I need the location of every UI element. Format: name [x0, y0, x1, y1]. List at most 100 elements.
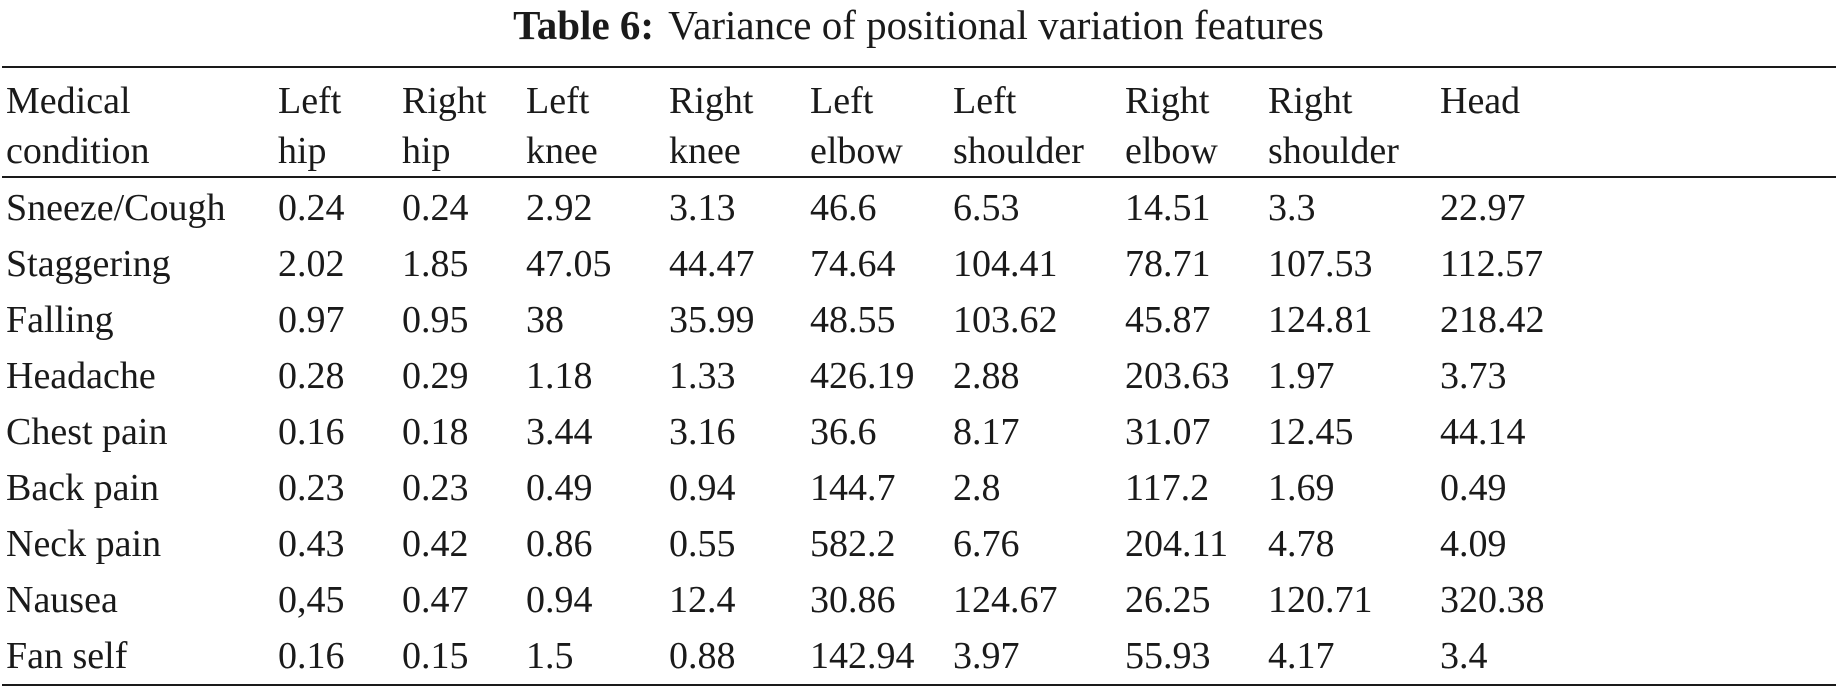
- value-cell: 1.85: [402, 243, 469, 285]
- table-caption-label: Table 6:: [513, 2, 655, 48]
- value-cell: 117.2: [1125, 467, 1210, 509]
- value-cell: 0,45: [278, 579, 345, 621]
- value-cell: 2.88: [953, 355, 1020, 397]
- column-header-line1: Left: [278, 80, 342, 122]
- table-row: Falling 0.97 0.95 38 35.99 48.55 103.62 45.87 12…: [2, 292, 1836, 348]
- value-cell: 2.02: [278, 243, 345, 285]
- value-cell: 74.64: [810, 243, 896, 285]
- value-cell: 0.23: [402, 467, 469, 509]
- value-cell: 1.69: [1268, 467, 1335, 509]
- table-row: Sneeze/Cough 0.24 0.24 2.92 3.13 46.6 6.53 14.5…: [2, 177, 1836, 236]
- value-cell: 0.16: [278, 411, 345, 453]
- condition-cell: Nausea: [6, 579, 118, 621]
- table-row: Chest pain 0.16 0.18 3.44 3.16 36.6 8.17 31.07 1…: [2, 404, 1836, 460]
- column-header-line1: Right: [402, 80, 487, 122]
- column-header-line2: condition: [6, 130, 150, 172]
- value-cell: 35.99: [669, 299, 755, 341]
- value-cell: 142.94: [810, 635, 915, 677]
- column-header: Medical condition: [2, 67, 274, 177]
- table-row: Fan self 0.16 0.15 1.5 0.88 142.94 3.97 55.93 4.…: [2, 628, 1836, 685]
- column-header: Left shoulder: [949, 67, 1121, 177]
- value-cell: 14.51: [1125, 187, 1211, 229]
- value-cell: 0.49: [526, 467, 593, 509]
- value-cell: 0.86: [526, 523, 593, 565]
- column-header-line2: hip: [278, 130, 327, 172]
- column-header-line2: shoulder: [1268, 130, 1399, 172]
- value-cell: 0.24: [402, 187, 469, 229]
- value-cell: 0.49: [1440, 467, 1507, 509]
- table-row: Nausea 0,45 0.47 0.94 12.4 30.86 124.67 26.25 12…: [2, 572, 1836, 628]
- condition-cell: Back pain: [6, 467, 160, 509]
- column-header: Right knee: [665, 67, 806, 177]
- value-cell: 0.94: [669, 467, 736, 509]
- value-cell: 3.16: [669, 411, 736, 453]
- value-cell: 120.71: [1268, 579, 1373, 621]
- condition-cell: Falling: [6, 299, 114, 341]
- value-cell: 0.16: [278, 635, 345, 677]
- value-cell: 3.3: [1268, 187, 1316, 229]
- column-header-line1: Right: [1268, 80, 1353, 122]
- column-header-line1: Right: [669, 80, 754, 122]
- table-row: Back pain 0.23 0.23 0.49 0.94 144.7 2.8 117.2 1.…: [2, 460, 1836, 516]
- value-cell: 1.18: [526, 355, 593, 397]
- value-cell: 55.93: [1125, 635, 1211, 677]
- value-cell: 1.33: [669, 355, 736, 397]
- value-cell: 320.38: [1440, 579, 1545, 621]
- column-header-line2: knee: [669, 130, 741, 172]
- value-cell: 1.5: [526, 635, 574, 677]
- value-cell: 4.78: [1268, 523, 1335, 565]
- value-cell: 4.09: [1440, 523, 1507, 565]
- value-cell: 3.13: [669, 187, 736, 229]
- column-header: Right elbow: [1121, 67, 1264, 177]
- condition-cell: Neck pain: [6, 523, 162, 565]
- value-cell: 107.53: [1268, 243, 1373, 285]
- column-header-line2: elbow: [810, 130, 903, 172]
- table-row: Staggering 2.02 1.85 47.05 44.47 74.64 104.41 7…: [2, 236, 1836, 292]
- value-cell: 3.73: [1440, 355, 1507, 397]
- value-cell: 124.81: [1268, 299, 1373, 341]
- column-header-line1: Left: [810, 80, 874, 122]
- condition-cell: Staggering: [6, 243, 171, 285]
- value-cell: 0.29: [402, 355, 469, 397]
- value-cell: 426.19: [810, 355, 915, 397]
- value-cell: 218.42: [1440, 299, 1545, 341]
- value-cell: 0.18: [402, 411, 469, 453]
- value-cell: 44.14: [1440, 411, 1526, 453]
- table-row: Headache 0.28 0.29 1.18 1.33 426.19 2.88 203.63…: [2, 348, 1836, 404]
- condition-cell: Headache: [6, 355, 156, 397]
- value-cell: 6.76: [953, 523, 1020, 565]
- value-cell: 0.47: [402, 579, 469, 621]
- table-caption: Table 6: Variance of positional variation…: [0, 0, 1837, 58]
- condition-cell: Chest pain: [6, 411, 168, 453]
- value-cell: 4.17: [1268, 635, 1335, 677]
- condition-cell: Fan self: [6, 635, 128, 677]
- value-cell: 3.97: [953, 635, 1020, 677]
- value-cell: 203.63: [1125, 355, 1230, 397]
- table-header-row: Medical condition Left hip Right hip Left knee R…: [2, 67, 1836, 177]
- column-header: Left hip: [274, 67, 398, 177]
- value-cell: 0.15: [402, 635, 469, 677]
- value-cell: 22.97: [1440, 187, 1526, 229]
- value-cell: 47.05: [526, 243, 612, 285]
- value-cell: 144.7: [810, 467, 896, 509]
- value-cell: 36.6: [810, 411, 877, 453]
- value-cell: 0.28: [278, 355, 345, 397]
- value-cell: 2.8: [953, 467, 1001, 509]
- value-cell: 0.24: [278, 187, 345, 229]
- value-cell: 78.71: [1125, 243, 1211, 285]
- value-cell: 12.4: [669, 579, 736, 621]
- column-header-line1: Right: [1125, 80, 1210, 122]
- column-header: Left knee: [522, 67, 665, 177]
- value-cell: 12.45: [1268, 411, 1354, 453]
- value-cell: 103.62: [953, 299, 1058, 341]
- value-cell: 0.55: [669, 523, 736, 565]
- column-header-line2: hip: [402, 130, 451, 172]
- variance-table: Medical condition Left hip Right hip Left knee R…: [2, 66, 1836, 686]
- table-caption-text: Variance of positional variation feature…: [668, 2, 1324, 48]
- column-header-line1: Medical: [6, 80, 131, 122]
- value-cell: 8.17: [953, 411, 1020, 453]
- value-cell: 46.6: [810, 187, 877, 229]
- value-cell: 30.86: [810, 579, 896, 621]
- value-cell: 582.2: [810, 523, 896, 565]
- value-cell: 0.43: [278, 523, 345, 565]
